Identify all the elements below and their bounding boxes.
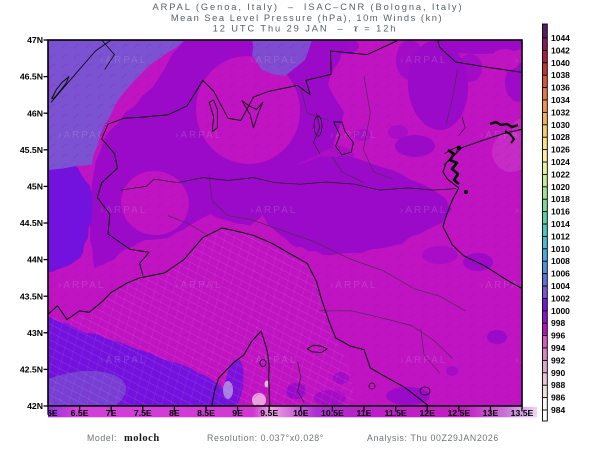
svg-text:1020: 1020 bbox=[551, 182, 570, 192]
svg-text:›ARPAL: ›ARPAL bbox=[400, 55, 447, 66]
svg-text:›ARPAL: ›ARPAL bbox=[250, 205, 297, 216]
svg-text:13.5E: 13.5E bbox=[511, 408, 534, 418]
svg-text:1028: 1028 bbox=[551, 132, 570, 142]
svg-text:›ARPAL: ›ARPAL bbox=[100, 55, 147, 66]
svg-text:6.5E: 6.5E bbox=[71, 408, 89, 418]
svg-text:990: 990 bbox=[551, 368, 565, 378]
svg-text:1008: 1008 bbox=[551, 256, 570, 266]
svg-text:›ARPAL: ›ARPAL bbox=[480, 280, 527, 291]
svg-text:Mean Sea Level Pressure (hPa),: Mean Sea Level Pressure (hPa), 10m Winds… bbox=[171, 13, 443, 23]
svg-text:1036: 1036 bbox=[551, 83, 570, 93]
svg-text:6E: 6E bbox=[47, 408, 58, 418]
svg-text:43.5N: 43.5N bbox=[20, 291, 43, 301]
svg-text:12 UTC Thu 29 JAN – τ = 12h: 12 UTC Thu 29 JAN – τ = 12h bbox=[213, 24, 398, 35]
svg-text:›ARPAL: ›ARPAL bbox=[250, 55, 297, 66]
svg-text:›ARPAL: ›ARPAL bbox=[515, 55, 562, 66]
svg-text:43N: 43N bbox=[27, 328, 43, 338]
svg-text:1000: 1000 bbox=[551, 306, 570, 316]
svg-text:›ARPAL: ›ARPAL bbox=[58, 280, 105, 291]
svg-text:›ARPAL: ›ARPAL bbox=[400, 355, 447, 366]
svg-text:7.5E: 7.5E bbox=[134, 408, 152, 418]
svg-text:1044: 1044 bbox=[551, 33, 570, 43]
svg-text:42.5N: 42.5N bbox=[20, 365, 43, 375]
svg-text:9.5E: 9.5E bbox=[260, 408, 278, 418]
svg-text:›ARPAL: ›ARPAL bbox=[100, 355, 147, 366]
svg-text:1030: 1030 bbox=[551, 120, 570, 130]
svg-text:1010: 1010 bbox=[551, 244, 570, 254]
svg-text:45.5N: 45.5N bbox=[20, 145, 43, 155]
svg-text:Analysis: Thu 00Z29JAN2026: Analysis: Thu 00Z29JAN2026 bbox=[367, 433, 499, 443]
svg-text:47N: 47N bbox=[27, 35, 43, 45]
svg-text:1026: 1026 bbox=[551, 145, 570, 155]
svg-text:986: 986 bbox=[551, 393, 565, 403]
svg-text:›ARPAL: ›ARPAL bbox=[175, 280, 222, 291]
svg-text:›ARPAL: ›ARPAL bbox=[330, 130, 377, 141]
svg-text:994: 994 bbox=[551, 343, 565, 353]
svg-text:996: 996 bbox=[551, 331, 565, 341]
svg-text:42N: 42N bbox=[27, 401, 43, 411]
svg-text:7E: 7E bbox=[106, 408, 117, 418]
svg-text:9E: 9E bbox=[232, 408, 243, 418]
svg-text:›ARPAL: ›ARPAL bbox=[515, 355, 562, 366]
svg-text:44N: 44N bbox=[27, 255, 43, 265]
svg-text:›ARPAL: ›ARPAL bbox=[100, 205, 147, 216]
svg-text:998: 998 bbox=[551, 318, 565, 328]
svg-text:11.5E: 11.5E bbox=[384, 408, 406, 418]
svg-text:›ARPAL: ›ARPAL bbox=[250, 355, 297, 366]
svg-text:11E: 11E bbox=[357, 408, 372, 418]
svg-text:46.5N: 46.5N bbox=[20, 72, 43, 82]
svg-text:992: 992 bbox=[551, 355, 565, 365]
svg-text:46N: 46N bbox=[27, 108, 43, 118]
svg-text:1012: 1012 bbox=[551, 231, 570, 241]
svg-text:›ARPAL: ›ARPAL bbox=[330, 280, 377, 291]
svg-text:›ARPAL: ›ARPAL bbox=[58, 130, 105, 141]
svg-text:44.5N: 44.5N bbox=[20, 218, 43, 228]
svg-text:moloch: moloch bbox=[124, 433, 160, 444]
svg-text:10.5E: 10.5E bbox=[321, 408, 344, 418]
svg-text:›ARPAL: ›ARPAL bbox=[515, 205, 562, 216]
svg-text:45N: 45N bbox=[27, 182, 43, 192]
svg-text:1006: 1006 bbox=[551, 269, 570, 279]
svg-text:›ARPAL: ›ARPAL bbox=[480, 130, 527, 141]
svg-text:›ARPAL: ›ARPAL bbox=[400, 205, 447, 216]
svg-text:1034: 1034 bbox=[551, 95, 570, 105]
svg-text:10E: 10E bbox=[293, 408, 309, 418]
svg-text:1016: 1016 bbox=[551, 207, 570, 217]
svg-text:ARPAL (Genoa, Italy) – ISAC–: ARPAL (Genoa, Italy) – ISAC–CNR (Bologna… bbox=[153, 2, 464, 12]
svg-text:1002: 1002 bbox=[551, 293, 570, 303]
svg-text:988: 988 bbox=[551, 380, 565, 390]
svg-text:1004: 1004 bbox=[551, 281, 570, 291]
svg-text:1024: 1024 bbox=[551, 157, 570, 167]
svg-text:›ARPAL: ›ARPAL bbox=[175, 130, 222, 141]
svg-text:1040: 1040 bbox=[551, 58, 570, 68]
svg-text:8.5E: 8.5E bbox=[197, 408, 215, 418]
svg-text:12E: 12E bbox=[419, 408, 435, 418]
svg-text:1032: 1032 bbox=[551, 107, 570, 117]
svg-text:1042: 1042 bbox=[551, 45, 570, 55]
svg-text:12.5E: 12.5E bbox=[447, 408, 470, 418]
svg-text:1022: 1022 bbox=[551, 169, 570, 179]
svg-text:1018: 1018 bbox=[551, 194, 570, 204]
svg-text:984: 984 bbox=[551, 405, 565, 415]
svg-text:Resolution: 0.037°x0.028°: Resolution: 0.037°x0.028° bbox=[207, 433, 324, 443]
svg-text:Model:: Model: bbox=[87, 433, 117, 443]
svg-text:1014: 1014 bbox=[551, 219, 570, 229]
svg-text:13E: 13E bbox=[483, 408, 499, 418]
svg-text:8E: 8E bbox=[169, 408, 180, 418]
svg-text:1038: 1038 bbox=[551, 70, 570, 80]
